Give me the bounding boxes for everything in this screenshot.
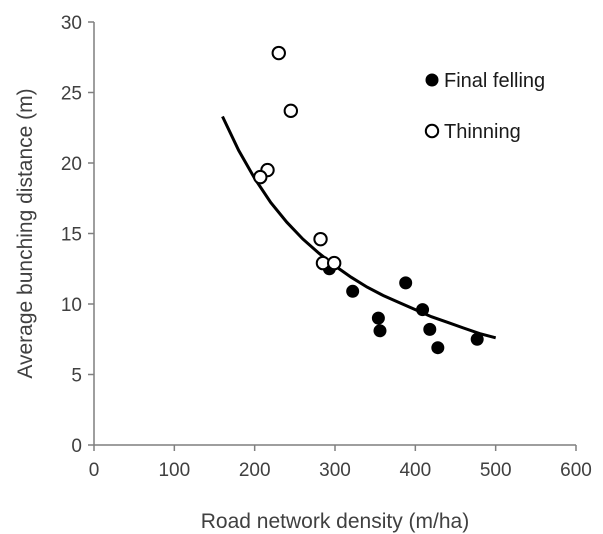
y-tick-group: 0 5 10 15 20 25 30 [61,13,94,457]
x-tick-label: 100 [158,460,190,481]
y-tick-label: 10 [61,295,82,316]
x-axis-title: Road network density (m/ha) [201,510,469,533]
data-point-thinning [313,231,328,247]
y-tick-label: 20 [61,154,82,175]
data-point-thinning [253,169,268,185]
x-tick-label: 200 [239,460,271,481]
y-tick-label: 30 [61,13,82,34]
data-points [253,45,484,355]
legend-marker-thinning [424,123,440,139]
trend-line [221,115,497,340]
data-point-final-felling [431,341,445,355]
y-tick-label: 0 [71,436,82,457]
x-tick-group: 0 100 200 300 400 500 600 [89,445,592,481]
data-point-final-felling [346,284,360,298]
y-tick-label: 5 [71,366,82,387]
data-point-thinning [271,45,286,61]
y-tick-label: 25 [61,84,82,105]
x-tick-label: 0 [89,460,100,481]
data-point-thinning [326,255,342,271]
data-point-final-felling [373,324,387,338]
y-tick-label: 15 [61,225,82,246]
x-tick-label: 400 [399,460,431,481]
data-point-final-felling [399,276,413,290]
x-tick-label: 300 [319,460,351,481]
legend-label-final-felling: Final felling [444,70,545,92]
data-point-final-felling [470,332,484,346]
data-point-final-felling [423,322,437,336]
legend-label-thinning: Thinning [444,121,521,143]
x-tick-label: 600 [560,460,592,481]
legend: Final felling Thinning [424,70,545,143]
x-tick-label: 500 [480,460,512,481]
data-point-thinning [283,103,299,119]
data-point-final-felling [371,311,385,325]
y-axis-title: Average bunching distance (m) [14,88,37,378]
legend-marker-final-felling [425,73,439,87]
data-point-final-felling [416,303,430,317]
